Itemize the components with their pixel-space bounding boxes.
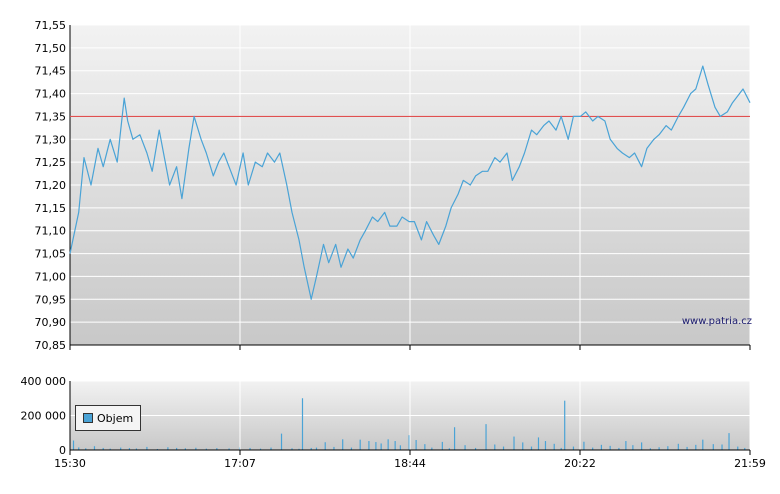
watermark: www.patria.cz <box>681 316 752 327</box>
price-y-tick-label: 71,05 <box>35 248 67 261</box>
price-y-tick-label: 70,85 <box>35 339 67 352</box>
price-y-tick-label: 70,90 <box>35 316 67 329</box>
volume-y-tick-label: 200 000 <box>21 410 67 423</box>
volume-y-tick-label: 400 000 <box>21 375 67 388</box>
legend-label: Objem <box>97 411 134 425</box>
x-tick-label: 20:22 <box>564 457 596 470</box>
price-y-tick-label: 70,95 <box>35 293 67 306</box>
price-y-tick-label: 71,45 <box>35 65 67 78</box>
x-tick-label: 18:44 <box>394 457 426 470</box>
price-y-tick-label: 71,10 <box>35 225 67 238</box>
price-y-tick-label: 71,35 <box>35 110 67 123</box>
price-y-tick-label: 71,00 <box>35 270 67 283</box>
x-tick-label: 15:30 <box>54 457 86 470</box>
legend-swatch <box>83 413 93 423</box>
price-y-tick-label: 71,20 <box>35 179 67 192</box>
price-y-tick-label: 71,50 <box>35 42 67 55</box>
price-panel: 71,55 71,50 71,45 71,40 71,35 71,30 71,25 71,20… <box>35 19 751 352</box>
price-y-tick-label: 71,25 <box>35 156 67 169</box>
price-y-tick-label: 71,15 <box>35 202 67 215</box>
price-y-tick-label: 71,55 <box>35 19 67 32</box>
x-tick-label: 21:59 <box>734 457 766 470</box>
legend: Objem <box>75 405 142 431</box>
volume-panel: 400 000 200 000 015:30 17:07 18:44 20:22 21:59 <box>21 375 766 470</box>
price-y-tick-label: 71,40 <box>35 88 67 101</box>
volume-y-tick-label: 0 <box>59 444 66 457</box>
x-tick-label: 17:07 <box>224 457 256 470</box>
price-series-line <box>69 65 751 300</box>
price-y-tick-label: 71,30 <box>35 133 67 146</box>
